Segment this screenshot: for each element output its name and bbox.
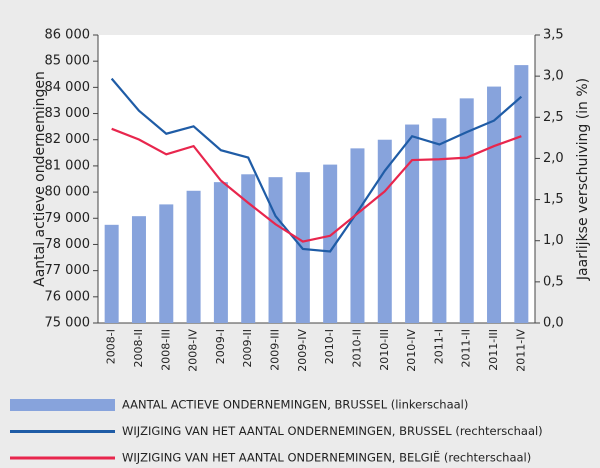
y-tick-label: 75 000	[45, 316, 91, 331]
x-tick-label: 2008-III	[159, 329, 172, 371]
bar	[104, 224, 119, 323]
line	[110, 77, 523, 253]
legend-swatch	[10, 399, 115, 411]
legend-label: WIJZIGING VAN HET AANTAL ONDERNEMINGEN, …	[122, 424, 543, 438]
y-tick-label: 79 000	[45, 211, 91, 226]
y-tick-label: 81 000	[45, 158, 91, 173]
x-tick-label: 2011-III	[487, 329, 500, 371]
x-tick-label: 2009-III	[269, 329, 282, 371]
bar	[405, 124, 420, 324]
x-tick-label: 2011-I	[432, 329, 445, 364]
y-tick-label: 76 000	[45, 289, 91, 304]
x-tick-label: 2009-II	[241, 329, 254, 367]
bar	[377, 139, 392, 323]
y-tick-label: 85 000	[45, 54, 91, 69]
bar	[432, 118, 447, 323]
x-tick-label: 2010-I	[323, 329, 336, 364]
bar	[241, 174, 256, 323]
bar	[350, 148, 365, 323]
y-tick-label: 78 000	[45, 237, 91, 252]
y2-tick-label: 2,0	[543, 151, 564, 166]
y2-tick-label: 0,0	[543, 316, 564, 331]
y-axis-title: Aantal actieve ondernemingen	[32, 71, 48, 287]
y2-tick-label: 1,0	[543, 233, 564, 248]
x-tick-label: 2011-II	[460, 329, 473, 367]
x-tick-label: 2010-II	[350, 329, 363, 367]
y2-tick-label: 2,5	[543, 110, 564, 125]
x-tick-label: 2008-IV	[187, 329, 200, 372]
legend-swatch	[10, 430, 115, 433]
line	[111, 127, 522, 243]
y2-tick-label: 3,0	[543, 69, 564, 84]
x-tick-label: 2008-I	[105, 329, 118, 364]
bar	[459, 98, 474, 323]
x-tick-label: 2008-II	[132, 329, 145, 367]
bar	[514, 65, 529, 323]
bar	[323, 164, 338, 323]
y-tick-label: 82 000	[45, 132, 91, 147]
y2-tick-label: 3,5	[543, 28, 564, 43]
x-tick-label: 2010-IV	[405, 329, 418, 372]
y-tick-label: 86 000	[45, 28, 91, 43]
x-tick-label: 2009-I	[214, 329, 227, 364]
y-tick-label: 77 000	[45, 263, 91, 278]
y-tick-label: 84 000	[45, 80, 91, 95]
x-tick-label: 2011-IV	[514, 329, 527, 372]
x-tick-label: 2009-IV	[296, 329, 309, 372]
y-tick-label: 83 000	[45, 106, 91, 121]
bar	[186, 190, 201, 323]
x-tick-label: 2010-III	[378, 329, 391, 371]
y2-tick-label: 1,5	[543, 192, 564, 207]
bar	[213, 182, 228, 323]
legend-label: WIJZIGING VAN HET AANTAL ONDERNEMINGEN, …	[122, 450, 531, 465]
y-tick-label: 80 000	[45, 185, 91, 200]
bar	[268, 177, 283, 323]
legend-label: AANTAL ACTIEVE ONDERNEMINGEN, BRUSSEL (l…	[122, 398, 468, 412]
legend-swatch	[10, 456, 115, 460]
bar	[131, 216, 146, 323]
bar	[159, 204, 174, 323]
y2-tick-label: 0,5	[543, 274, 564, 289]
y2-axis-title: Jaarlijkse verschuiving (in %)	[575, 78, 591, 281]
